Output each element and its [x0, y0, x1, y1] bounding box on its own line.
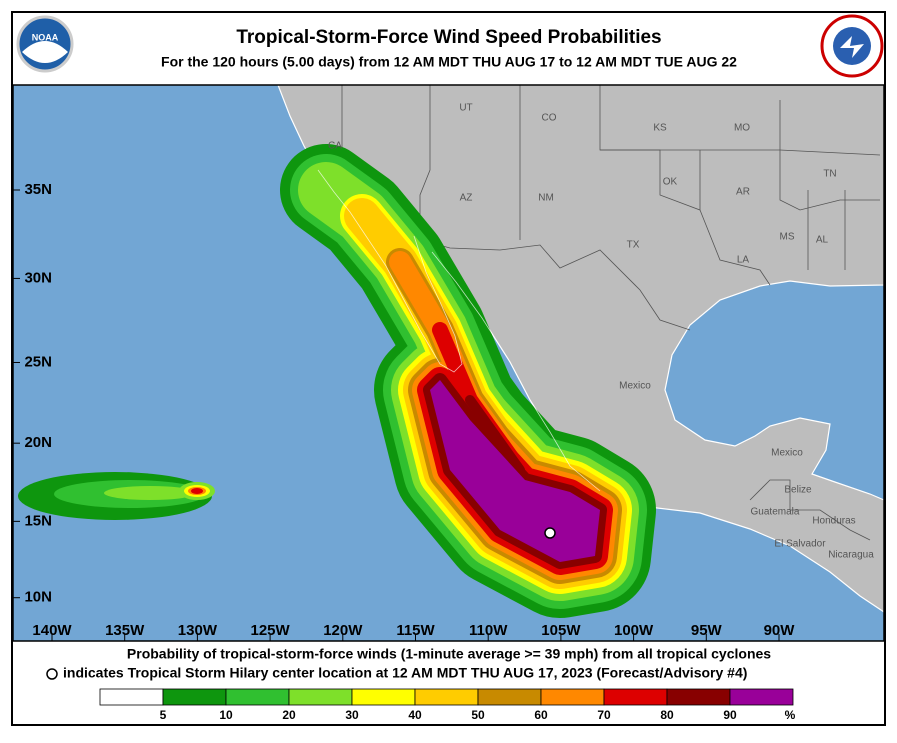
- legend-swatch: [729, 688, 794, 706]
- legend-swatch: [351, 688, 416, 706]
- place-label: UT: [459, 103, 472, 114]
- legend-swatch: [666, 688, 731, 706]
- legend-swatch: [225, 688, 290, 706]
- legend-label: 60: [534, 708, 548, 722]
- subtitle: For the 120 hours (5.00 days) from 12 AM…: [161, 54, 737, 70]
- place-label: CO: [542, 113, 557, 124]
- probability-band: [465, 395, 525, 475]
- legend-label: 20: [282, 708, 296, 722]
- place-label: LA: [737, 255, 750, 266]
- lon-label: 135W: [105, 622, 145, 639]
- place-label: NM: [538, 193, 554, 204]
- lat-label: 15N: [24, 512, 52, 529]
- logo-text: NOAA: [32, 32, 59, 42]
- probability-band: [430, 380, 600, 562]
- legend-label: 90: [723, 708, 737, 722]
- legend-swatch: [540, 688, 605, 706]
- place-label: Belize: [784, 485, 812, 496]
- place-label: AR: [736, 187, 750, 198]
- title: Tropical-Storm-Force Wind Speed Probabil…: [236, 27, 661, 48]
- probability-bands: [18, 144, 656, 618]
- place-label: TN: [823, 169, 836, 180]
- place-labels: UT CO KS MO CA OK AR TN AZ NM MS AL TX L…: [328, 103, 874, 561]
- footer-line: Probability of tropical-storm-force wind…: [127, 646, 771, 662]
- lat-label: 10N: [24, 589, 52, 606]
- lon-label: 120W: [323, 622, 363, 639]
- legend-label: 5: [160, 708, 167, 722]
- place-label: El Salvador: [774, 539, 826, 550]
- noaa-logo: NOAA: [16, 15, 74, 73]
- legend-label: 70: [597, 708, 611, 722]
- probability-band: [191, 488, 203, 494]
- place-label: AZ: [460, 193, 473, 204]
- place-label: OK: [663, 177, 678, 188]
- place-label: TX: [627, 240, 640, 251]
- legend-label: 10: [219, 708, 233, 722]
- lon-label: 115W: [396, 622, 435, 639]
- lon-label: 95W: [691, 622, 723, 639]
- place-label: Nicaragua: [828, 550, 874, 561]
- lon-label: 125W: [251, 622, 291, 639]
- place-label: MO: [734, 123, 750, 134]
- lat-label: 25N: [24, 353, 52, 370]
- place-label: Mexico: [619, 381, 651, 392]
- place-label: CA: [328, 141, 342, 152]
- legend-label: 30: [345, 708, 359, 722]
- center-icon: [46, 668, 58, 680]
- storm-center: [544, 527, 556, 539]
- nws-logo: [820, 14, 884, 78]
- place-label: Honduras: [812, 516, 855, 527]
- lon-label: 110W: [469, 622, 508, 639]
- place-label: Guatemala: [751, 507, 800, 518]
- coastline: [317, 169, 601, 492]
- place-label: KS: [653, 123, 667, 134]
- legend: 5 10 20 30 40 50 60 70 80 90%: [99, 688, 796, 722]
- lon-label: 105W: [541, 622, 581, 639]
- legend-unit: %: [785, 708, 796, 722]
- legend-label: 40: [408, 708, 422, 722]
- map-border: [12, 84, 885, 642]
- lon-label: 100W: [614, 622, 654, 639]
- lon-label: 130W: [178, 622, 218, 639]
- lon-label: 140W: [32, 622, 72, 639]
- lon-label: 90W: [764, 622, 796, 639]
- lat-label: 30N: [24, 269, 52, 286]
- legend-swatch: [99, 688, 164, 706]
- probability-band: [104, 486, 196, 500]
- legend-swatch: [414, 688, 479, 706]
- legend-swatch: [603, 688, 668, 706]
- place-label: MS: [780, 232, 795, 243]
- legend-swatch: [162, 688, 227, 706]
- map: UT CO KS MO CA OK AR TN AZ NM MS AL TX L…: [13, 85, 884, 641]
- legend-swatch: [477, 688, 542, 706]
- legend-label: 80: [660, 708, 674, 722]
- graticule-labels: 35N 30N 25N 20N 15N 10N 140W 135W 130W 125W 120W 11…: [13, 181, 795, 641]
- footer-line: indicates Tropical Storm Hilary center l…: [63, 665, 747, 681]
- place-label: Mexico: [771, 448, 803, 459]
- legend-swatch: [288, 688, 353, 706]
- place-label: AL: [816, 235, 829, 246]
- lat-label: 35N: [24, 181, 52, 198]
- lat-label: 20N: [24, 434, 52, 451]
- legend-label: 50: [471, 708, 485, 722]
